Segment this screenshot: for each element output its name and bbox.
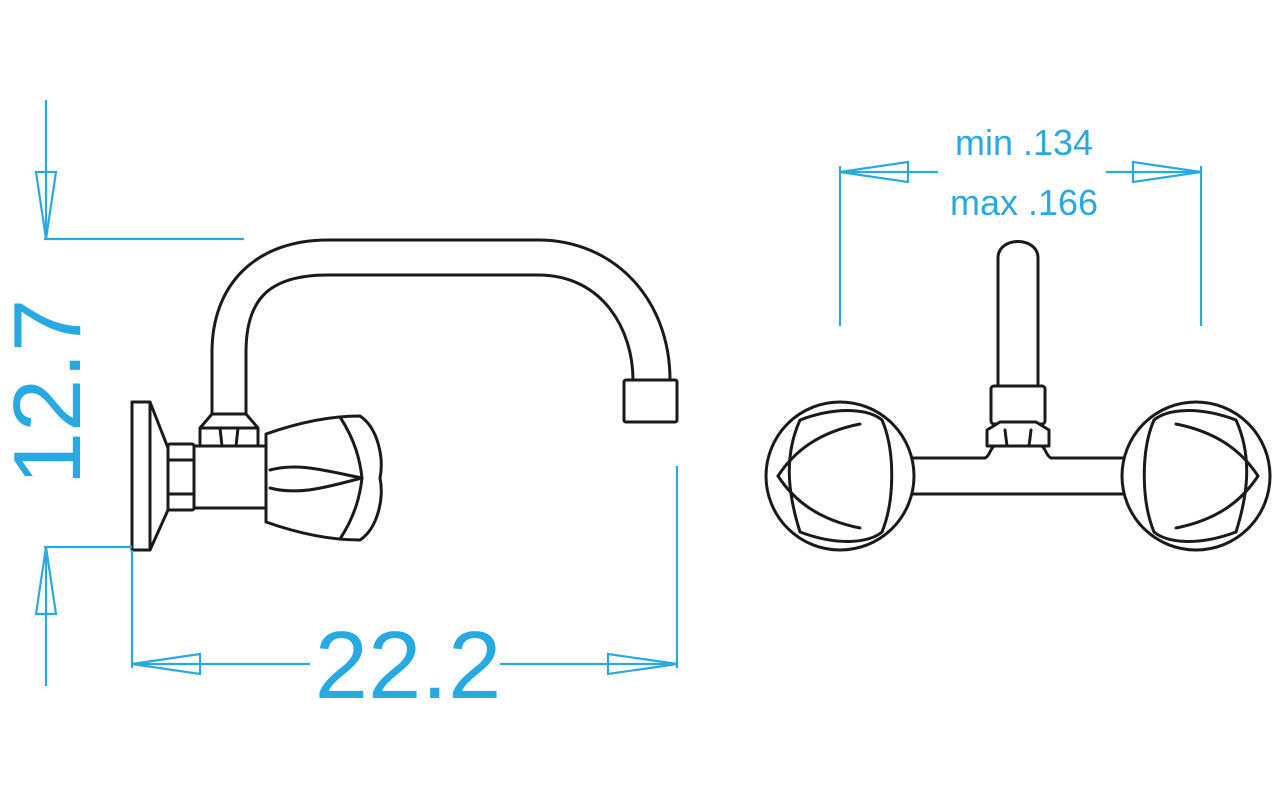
spacing-arrow-right [1131,160,1202,184]
length-dimension: 22.2 [130,466,679,719]
front-collar [989,384,1047,426]
spacing-dimension: min .134 max .166 [838,122,1203,326]
length-arrow-left [131,652,202,676]
height-label: 12.7 [0,299,101,486]
length-label: 22.2 [315,612,502,719]
spacing-min-label: min .134 [955,122,1093,163]
front-spout-tube [996,240,1040,388]
side-view [130,238,679,552]
front-body-bar [878,444,1158,496]
front-view [764,240,1272,552]
spout-tube [210,238,672,422]
spacing-arrow-left [839,160,910,184]
spout-nut [198,412,260,448]
height-arrow-top [34,170,58,240]
left-handle [764,400,916,552]
height-dimension: 12.7 [0,100,244,686]
height-arrow-bottom [34,546,58,616]
valve-body [192,444,268,510]
length-arrow-right [606,652,678,676]
front-nut [985,420,1051,448]
spacing-max-label: max .166 [950,182,1098,223]
spout-tube-inner [244,273,635,422]
right-handle-rosette [1120,400,1272,552]
right-handle [1120,400,1272,552]
left-handle-rosette [764,400,916,552]
spout-outlet [622,378,679,424]
handle [264,414,383,542]
wall-hex-nut [166,442,196,512]
